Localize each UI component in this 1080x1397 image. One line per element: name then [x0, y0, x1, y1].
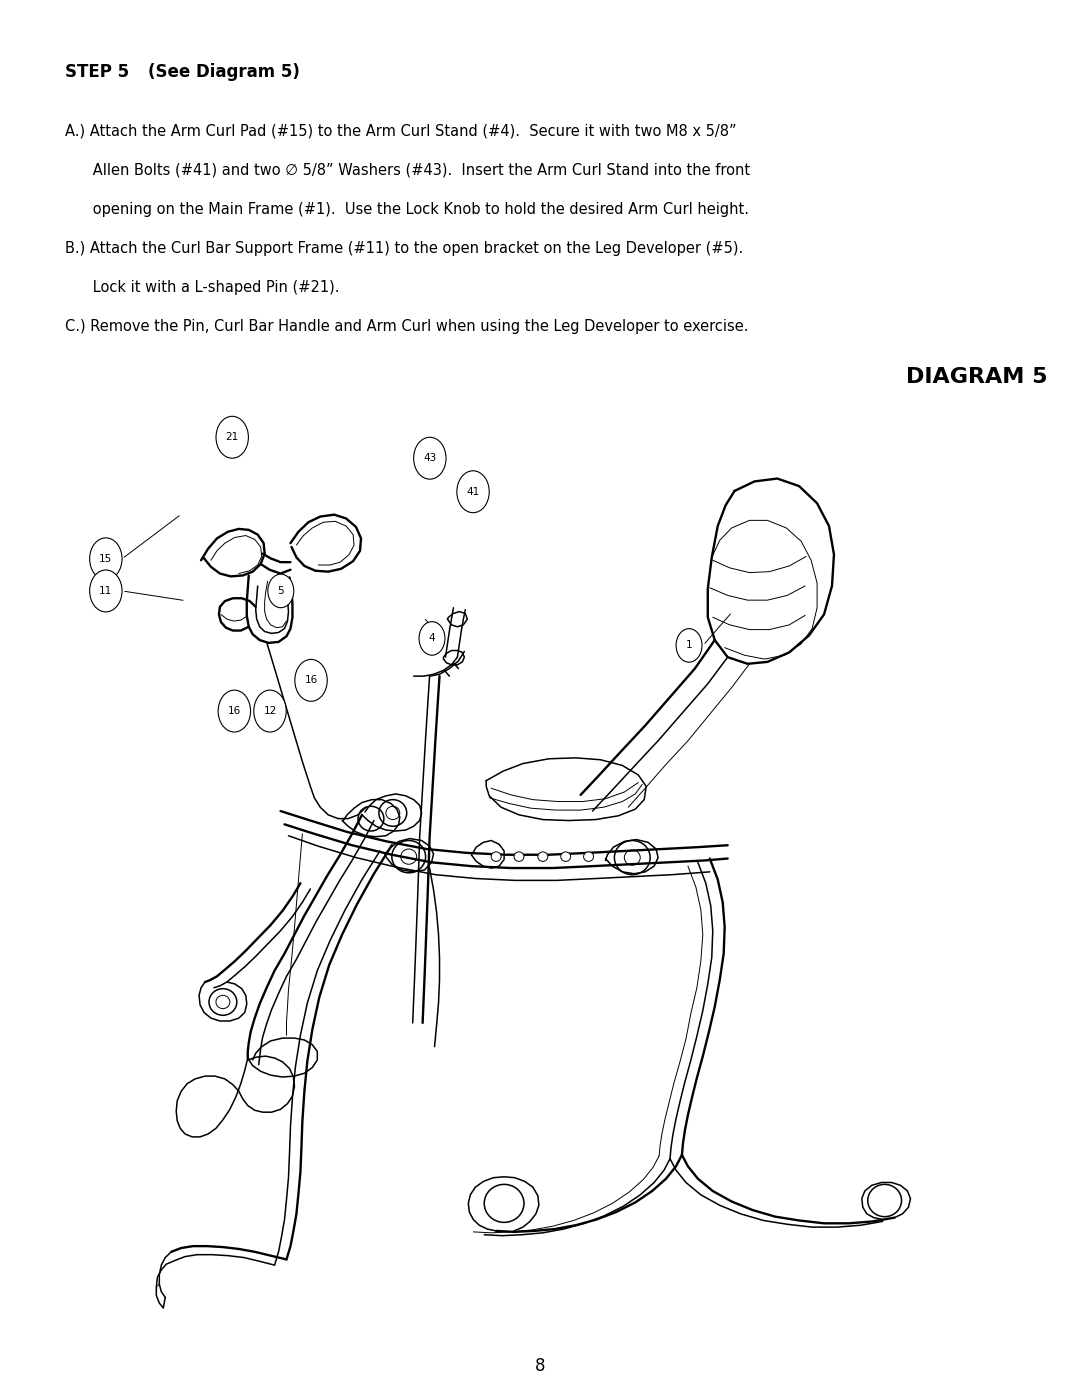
Text: 41: 41 [467, 486, 480, 497]
Text: 4: 4 [429, 633, 435, 644]
Circle shape [218, 690, 251, 732]
Text: Allen Bolts (#41) and two ∅ 5/8” Washers (#43).  Insert the Arm Curl Stand into : Allen Bolts (#41) and two ∅ 5/8” Washers… [65, 162, 750, 177]
Circle shape [457, 471, 489, 513]
Circle shape [216, 416, 248, 458]
Text: 1: 1 [686, 640, 692, 651]
Text: 43: 43 [423, 453, 436, 464]
Text: A.) Attach the Arm Curl Pad (#15) to the Arm Curl Stand (#4).  Secure it with tw: A.) Attach the Arm Curl Pad (#15) to the… [65, 123, 737, 138]
Circle shape [676, 629, 702, 662]
Ellipse shape [538, 852, 548, 862]
Text: Lock it with a L-shaped Pin (#21).: Lock it with a L-shaped Pin (#21). [65, 279, 339, 295]
Text: B.) Attach the Curl Bar Support Frame (#11) to the open bracket on the Leg Devel: B.) Attach the Curl Bar Support Frame (#… [65, 240, 743, 256]
Text: 5: 5 [278, 585, 284, 597]
Circle shape [268, 574, 294, 608]
Circle shape [90, 570, 122, 612]
Text: 16: 16 [305, 675, 318, 686]
Text: 12: 12 [264, 705, 276, 717]
Text: 11: 11 [99, 585, 112, 597]
Text: DIAGRAM 5: DIAGRAM 5 [906, 366, 1048, 387]
Ellipse shape [491, 852, 501, 862]
Ellipse shape [561, 852, 570, 862]
Text: (See Diagram 5): (See Diagram 5) [148, 63, 300, 81]
Text: STEP 5: STEP 5 [65, 63, 129, 81]
Text: opening on the Main Frame (#1).  Use the Lock Knob to hold the desired Arm Curl : opening on the Main Frame (#1). Use the … [65, 201, 748, 217]
Circle shape [254, 690, 286, 732]
Text: C.) Remove the Pin, Curl Bar Handle and Arm Curl when using the Leg Developer to: C.) Remove the Pin, Curl Bar Handle and … [65, 319, 748, 334]
Circle shape [90, 538, 122, 580]
Circle shape [295, 659, 327, 701]
Ellipse shape [583, 852, 594, 862]
Ellipse shape [514, 852, 524, 862]
Circle shape [419, 622, 445, 655]
Text: 16: 16 [228, 705, 241, 717]
Text: 8: 8 [535, 1358, 545, 1375]
Text: 21: 21 [226, 432, 239, 443]
Text: 15: 15 [99, 553, 112, 564]
Circle shape [414, 437, 446, 479]
